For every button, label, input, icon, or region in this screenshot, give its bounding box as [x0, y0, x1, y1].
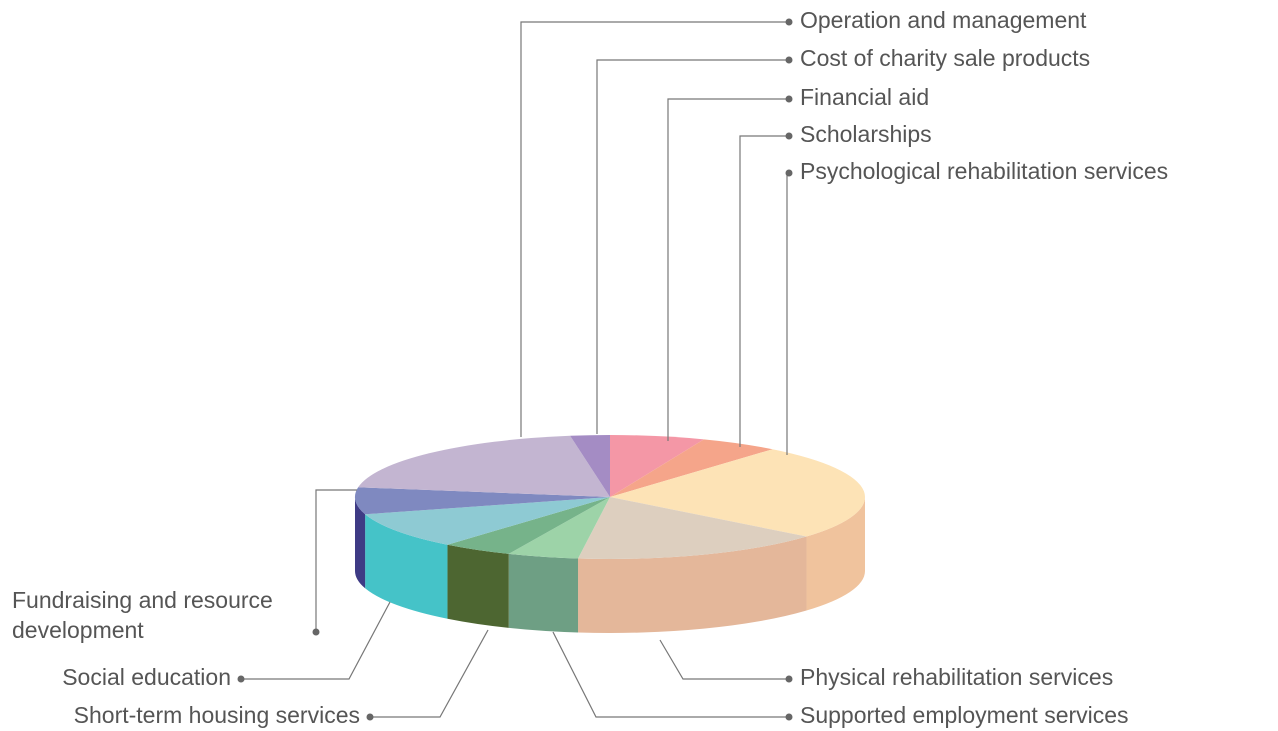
leader-line [667, 98, 789, 441]
label: Social education [62, 664, 231, 690]
slice [578, 497, 807, 559]
slice [365, 497, 610, 545]
leader-line [241, 601, 391, 680]
slice [355, 487, 610, 515]
slice [610, 439, 773, 497]
leader-dot [785, 132, 793, 140]
leader-dot [785, 675, 793, 683]
label: Financial aid [800, 84, 929, 110]
leader-line [315, 489, 357, 632]
slice-side [508, 553, 579, 633]
slice [358, 435, 610, 497]
leader-line [596, 59, 789, 434]
leader-dot [785, 713, 793, 721]
label: Cost of charity sale products [800, 45, 1090, 71]
label: Psychological rehabilitation services [800, 158, 1168, 184]
slice-side [806, 497, 865, 611]
label: Scholarships [800, 121, 932, 147]
leader-dot [785, 56, 793, 64]
leader-line [552, 631, 789, 718]
label: Physical rehabilitation services [800, 664, 1113, 690]
slice-side [447, 544, 509, 628]
leader-dot [785, 169, 793, 177]
slice [508, 497, 610, 559]
slice [610, 435, 704, 497]
slice [610, 449, 865, 537]
label: Supported employment services [800, 702, 1129, 728]
slice-side [355, 497, 366, 589]
leader-line [659, 639, 789, 680]
slice-side [365, 514, 448, 619]
slice [447, 497, 610, 554]
leader-dot [312, 628, 320, 636]
leader-dot [237, 675, 245, 683]
label: Short-term housing services [74, 702, 360, 728]
leader-line [520, 21, 789, 437]
leader-dot [785, 95, 793, 103]
leader-line [370, 629, 489, 718]
leader-line [786, 172, 789, 455]
slice-side [578, 536, 807, 633]
leader-dot [366, 713, 374, 721]
leader-dot [785, 18, 793, 26]
label: Operation and management [800, 7, 1087, 33]
label: Fundraising and resource development [12, 587, 273, 643]
leader-line [739, 135, 789, 447]
slice [570, 434, 610, 497]
